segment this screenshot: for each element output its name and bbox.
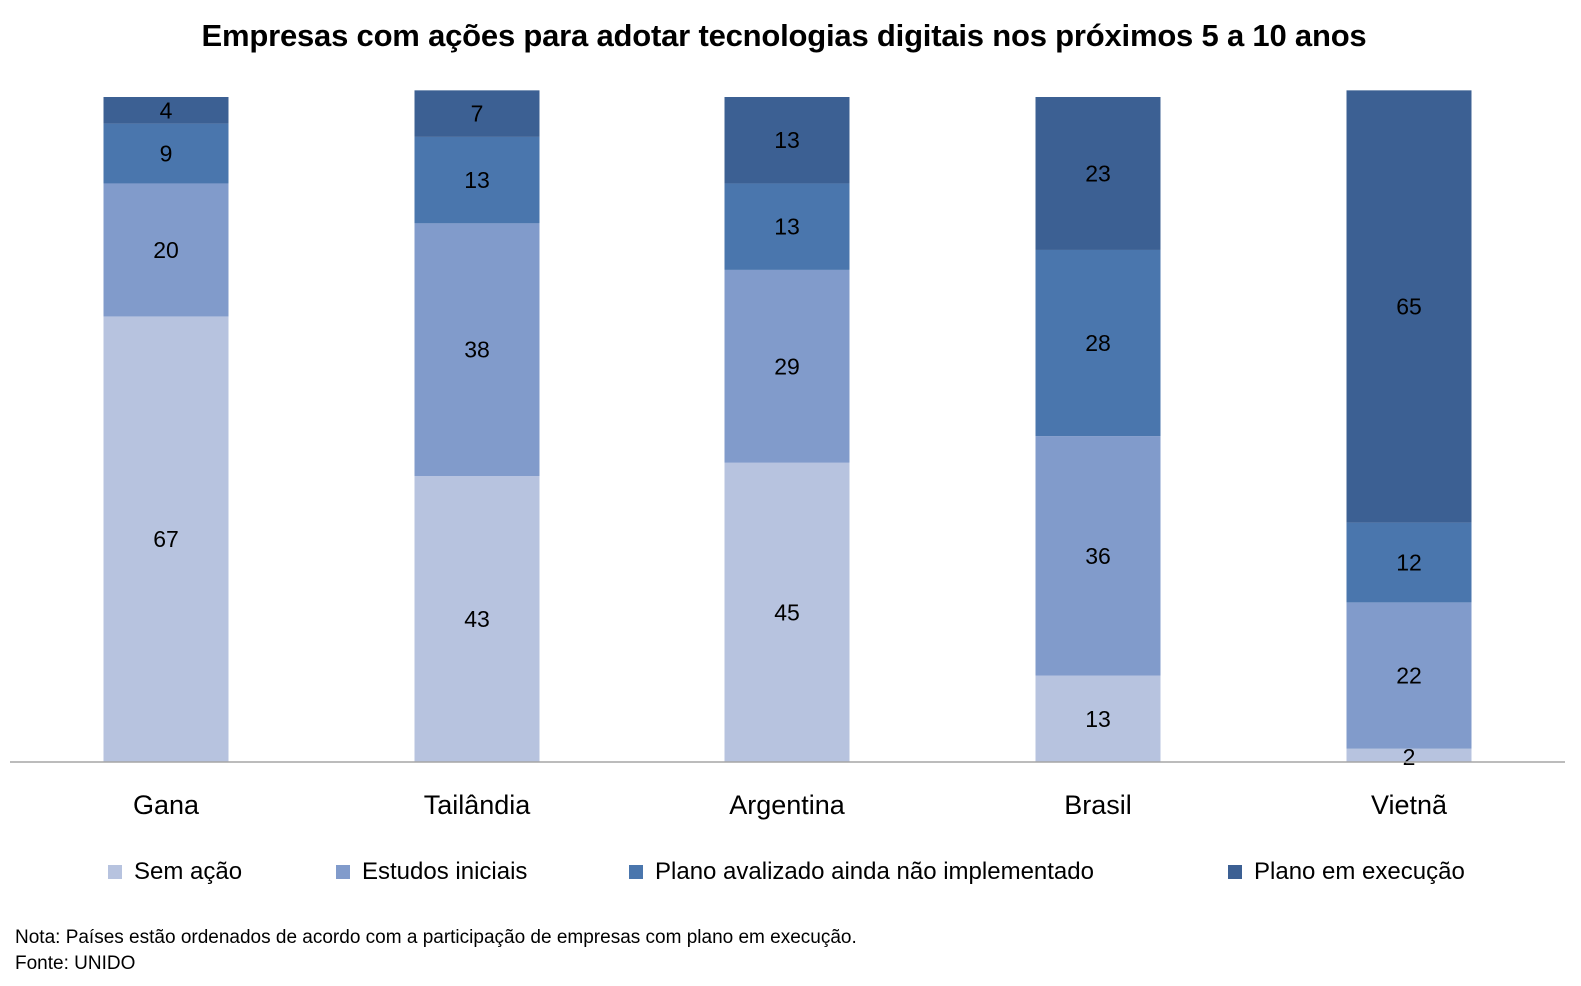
bar-segment-gana-sem-acao (103, 316, 229, 762)
bar-segment-vietna-plano-em-execucao (1346, 90, 1472, 523)
footnote: Nota: Países estão ordenados de acordo c… (15, 925, 857, 977)
chart-title: Empresas com ações para adotar tecnologi… (201, 18, 1367, 53)
bar-segment-tailandia-plano-avalizado-ainda-nao-implementado (414, 136, 540, 224)
bar-segment-gana-estudos-iniciais (103, 183, 229, 317)
bar-segment-gana-plano-em-execucao (103, 97, 229, 124)
bar-segment-tailandia-plano-em-execucao (414, 90, 540, 137)
category-labels: Gana Tailândia Argentina Brasil Vietnã (133, 790, 1448, 820)
data-label-argentina-estudos-iniciais: 29 (774, 353, 800, 379)
legend-item-plano-em-execucao: Plano em execução (1228, 858, 1465, 886)
legend-item-sem-acao: Sem ação (108, 858, 242, 886)
legend-item-estudos-iniciais: Estudos iniciais (336, 858, 527, 886)
source-text: Fonte: UNIDO (15, 953, 136, 974)
data-label-tailandia-plano-avalizado-ainda-nao-implementado: 13 (464, 167, 490, 193)
data-label-gana-plano-avalizado-ainda-nao-implementado: 9 (160, 141, 173, 167)
bar-segment-brasil-plano-avalizado-ainda-nao-implementado (1035, 249, 1161, 437)
data-label-argentina-plano-em-execucao: 13 (774, 127, 800, 153)
bar-segment-brasil-sem-acao (1035, 675, 1161, 762)
bar-segment-tailandia-sem-acao (414, 476, 540, 762)
data-label-brasil-plano-avalizado-ainda-nao-implementado: 28 (1085, 330, 1111, 356)
legend-swatch-plano-avalizado-ainda-nao-implementado (629, 865, 643, 879)
data-label-vietna-estudos-iniciais: 22 (1396, 663, 1422, 689)
bar-segment-tailandia-estudos-iniciais (414, 223, 540, 477)
legend: Sem ação Estudos iniciais Plano avalizado … (0, 858, 1581, 890)
bar-segment-argentina-estudos-iniciais (724, 269, 850, 463)
legend-item-plano-avalizado-ainda-nao-implementado: Plano avalizado ainda não implementado (629, 858, 1094, 886)
category-label-brasil: Brasil (1064, 790, 1132, 820)
data-label-gana-sem-acao: 67 (153, 526, 179, 552)
category-label-gana: Gana (133, 790, 200, 820)
data-label-tailandia-plano-em-execucao: 7 (471, 101, 484, 127)
bar-segment-argentina-sem-acao (724, 462, 850, 762)
data-label-argentina-sem-acao: 45 (774, 599, 800, 625)
data-label-brasil-plano-em-execucao: 23 (1085, 160, 1111, 186)
bar-segment-vietna-sem-acao (1346, 748, 1472, 762)
bar-segment-brasil-estudos-iniciais (1035, 436, 1161, 676)
data-label-vietna-sem-acao: 2 (1403, 744, 1416, 770)
data-label-brasil-sem-acao: 13 (1085, 706, 1111, 732)
legend-swatch-estudos-iniciais (336, 865, 350, 879)
legend-swatch-sem-acao (108, 865, 122, 879)
data-label-tailandia-sem-acao: 43 (464, 606, 490, 632)
data-label-vietna-plano-em-execucao: 65 (1396, 293, 1422, 319)
data-label-tailandia-estudos-iniciais: 38 (464, 337, 490, 363)
bar-segment-gana-plano-avalizado-ainda-nao-implementado (103, 123, 229, 184)
bar-segment-argentina-plano-em-execucao (724, 97, 850, 184)
data-label-argentina-plano-avalizado-ainda-nao-implementado: 13 (774, 214, 800, 240)
legend-label-estudos-iniciais: Estudos iniciais (362, 858, 528, 885)
data-label-brasil-estudos-iniciais: 36 (1085, 543, 1111, 569)
data-label-gana-plano-em-execucao: 4 (160, 97, 173, 123)
note-text: Nota: Países estão ordenados de acordo c… (15, 927, 857, 948)
data-label-vietna-plano-avalizado-ainda-nao-implementado: 12 (1396, 550, 1422, 576)
legend-label-plano-avalizado-ainda-nao-implementado: Plano avalizado ainda não implementado (655, 858, 1094, 885)
bar-segment-argentina-plano-avalizado-ainda-nao-implementado (724, 183, 850, 270)
legend-swatch-plano-em-execucao (1228, 865, 1242, 879)
bar-segment-vietna-plano-avalizado-ainda-nao-implementado (1346, 522, 1472, 603)
legend-label-plano-em-execucao: Plano em execução (1254, 858, 1465, 885)
category-label-argentina: Argentina (729, 790, 846, 820)
legend-label-sem-acao: Sem ação (134, 858, 243, 885)
bar-segment-brasil-plano-em-execucao (1035, 97, 1161, 250)
category-label-tailandia: Tailândia (424, 790, 532, 820)
data-label-gana-estudos-iniciais: 20 (153, 237, 179, 263)
category-label-vietna: Vietnã (1371, 790, 1448, 820)
bar-segment-vietna-estudos-iniciais (1346, 602, 1472, 749)
